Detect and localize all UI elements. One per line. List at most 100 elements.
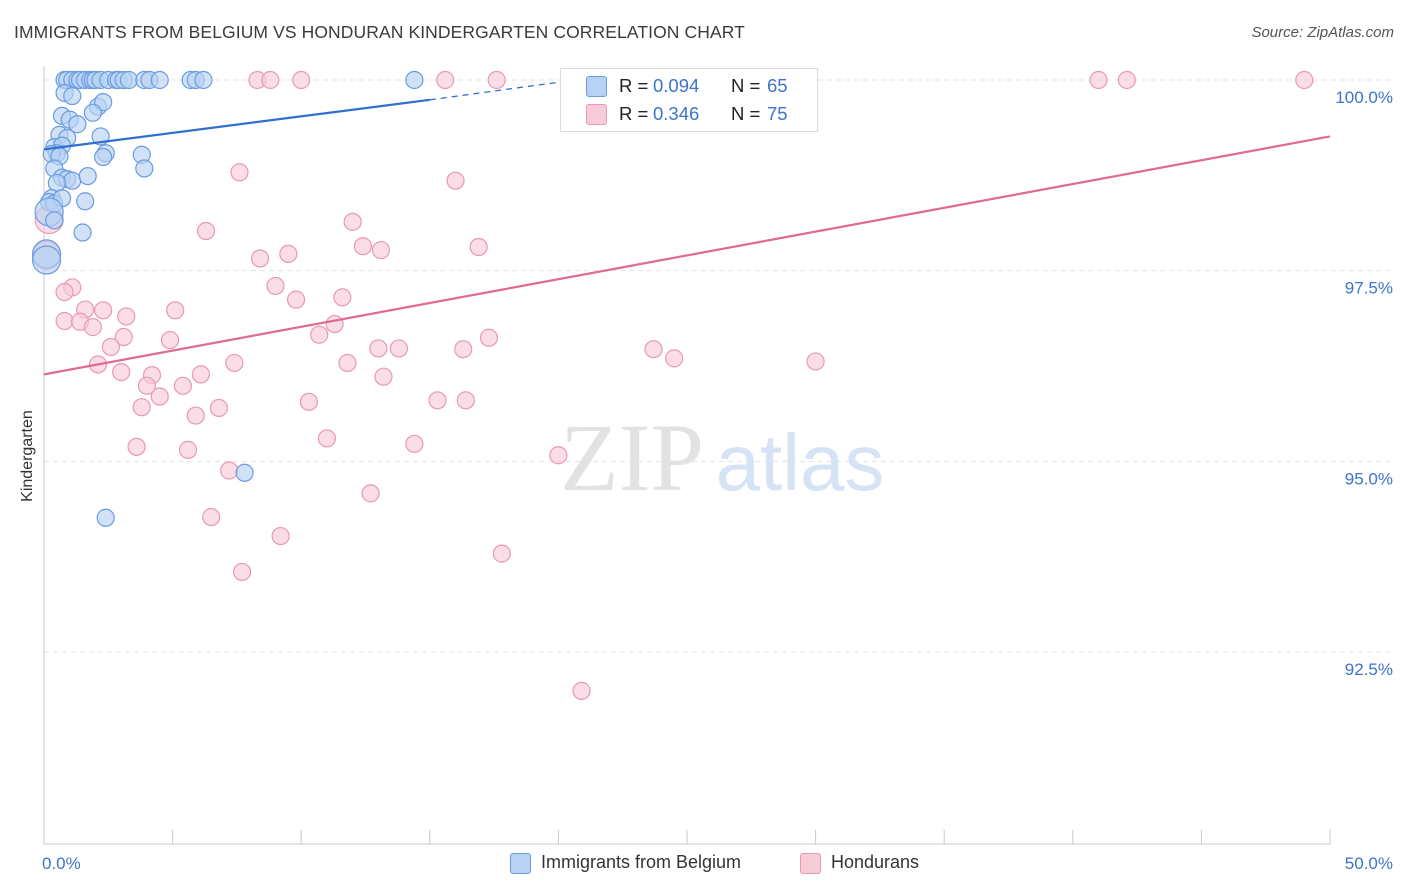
hondurans-point	[150, 387, 169, 406]
correlation-legend: R = 0.094 N = 65 R = 0.346 N = 75	[560, 68, 818, 132]
watermark-atlas: atlas	[716, 418, 885, 507]
hondurans-point	[374, 367, 393, 386]
belgium-point	[96, 508, 115, 527]
legend-r-value: 0.094	[653, 75, 700, 96]
legend-n-value: 65	[767, 75, 788, 96]
hondurans-point	[487, 70, 506, 90]
belgium-point	[405, 70, 424, 90]
hondurans-point	[361, 484, 380, 503]
hondurans-point	[428, 391, 447, 410]
legend-swatch-belgium	[586, 76, 607, 97]
belgium-point	[68, 115, 87, 134]
hondurans-point	[266, 276, 285, 296]
hondurans-point	[479, 328, 499, 347]
hondurans-point	[469, 237, 488, 257]
hondurans-point	[127, 437, 146, 456]
hondurans-point	[492, 544, 511, 563]
hondurans-point	[209, 398, 228, 418]
hondurans-point	[299, 392, 319, 411]
hondurans-point	[232, 562, 252, 582]
trend-lines	[43, 81, 1331, 376]
belgium-point	[78, 166, 97, 186]
belgium-point	[83, 103, 102, 122]
hondurans-point	[220, 461, 239, 480]
hondurans-point	[191, 365, 210, 384]
hondurans-point	[389, 339, 409, 358]
hondurans-point	[665, 349, 684, 368]
hondurans-point	[549, 446, 568, 465]
hondurans-point	[1295, 70, 1314, 90]
hondurans-point	[166, 301, 185, 320]
hondurans-point	[317, 429, 337, 448]
x-tick-label: 0.0%	[42, 854, 81, 873]
watermark-zip: ZIP	[560, 404, 704, 511]
legend-r-label: R =	[619, 103, 649, 124]
hondurans-point	[83, 318, 102, 337]
hondurans-point	[572, 681, 591, 700]
legend-n-label: N =	[731, 75, 761, 96]
hondurans-point	[369, 339, 388, 358]
hondurans-point	[112, 363, 131, 382]
hondurans-point	[371, 240, 391, 260]
hondurans-point	[286, 290, 306, 309]
hondurans-point	[94, 301, 113, 320]
belgium-point	[31, 245, 62, 275]
hondurans-point	[644, 340, 663, 359]
belgium-point	[94, 147, 113, 167]
y-tick-label: 92.5%	[1345, 660, 1393, 679]
hondurans-point	[186, 406, 205, 425]
y-tick-label: 100.0%	[1335, 88, 1393, 107]
belgium-point	[63, 171, 82, 190]
hondurans-point	[114, 327, 133, 347]
hondurans-point	[405, 434, 424, 453]
hondurans-point	[454, 340, 473, 359]
belgium-point	[73, 223, 92, 242]
belgium-point	[45, 211, 64, 230]
legend-label-hondurans: Hondurans	[831, 852, 920, 872]
hondurans-point	[436, 70, 455, 90]
hondurans-point	[806, 352, 825, 371]
legend-swatch-hondurans	[800, 853, 821, 874]
y-tick-label: 97.5%	[1345, 279, 1393, 298]
watermark: ZIP atlas	[560, 404, 884, 511]
belgium-point	[63, 86, 82, 106]
belgium-point	[150, 70, 169, 90]
legend-swatch-belgium	[510, 853, 531, 874]
hondurans-point	[1089, 70, 1108, 90]
tick-labels: 100.0% 97.5% 95.0% 92.5% 0.0% 50.0%	[42, 88, 1393, 873]
x-tick-label: 50.0%	[1345, 854, 1393, 873]
belgium-points	[31, 70, 424, 527]
hondurans-point	[250, 249, 270, 268]
legend-label-belgium: Immigrants from Belgium	[541, 852, 742, 872]
y-tick-label: 95.0%	[1345, 469, 1393, 488]
hondurans-point	[271, 526, 290, 546]
belgium-point	[135, 159, 154, 178]
hondurans-point	[137, 376, 156, 395]
hondurans-point	[446, 171, 465, 190]
hondurans-point	[353, 237, 373, 256]
hondurans-trend-line	[43, 135, 1331, 376]
legend-n-value: 75	[767, 103, 788, 124]
legend-r-label: R =	[619, 75, 649, 96]
hondurans-point	[292, 70, 311, 90]
hondurans-point	[456, 391, 475, 410]
hondurans-point	[343, 212, 362, 231]
source-label: Source: ZipAtlas.com	[1251, 24, 1394, 41]
hondurans-point	[225, 353, 244, 373]
belgium-point	[194, 70, 213, 90]
hondurans-point	[173, 376, 192, 395]
belgium-trend-line	[43, 98, 430, 151]
hondurans-point	[117, 307, 136, 326]
chart-title: IMMIGRANTS FROM BELGIUM VS HONDURAN KIND…	[14, 22, 745, 42]
hondurans-point	[261, 70, 280, 90]
hondurans-point	[325, 314, 344, 334]
hondurans-point	[55, 282, 74, 302]
hondurans-point	[279, 244, 298, 263]
hondurans-point	[101, 337, 120, 357]
hondurans-points	[31, 70, 1314, 700]
belgium-point	[119, 70, 138, 90]
hondurans-point	[132, 398, 151, 417]
hondurans-point	[1117, 70, 1136, 90]
hondurans-point	[55, 311, 74, 331]
